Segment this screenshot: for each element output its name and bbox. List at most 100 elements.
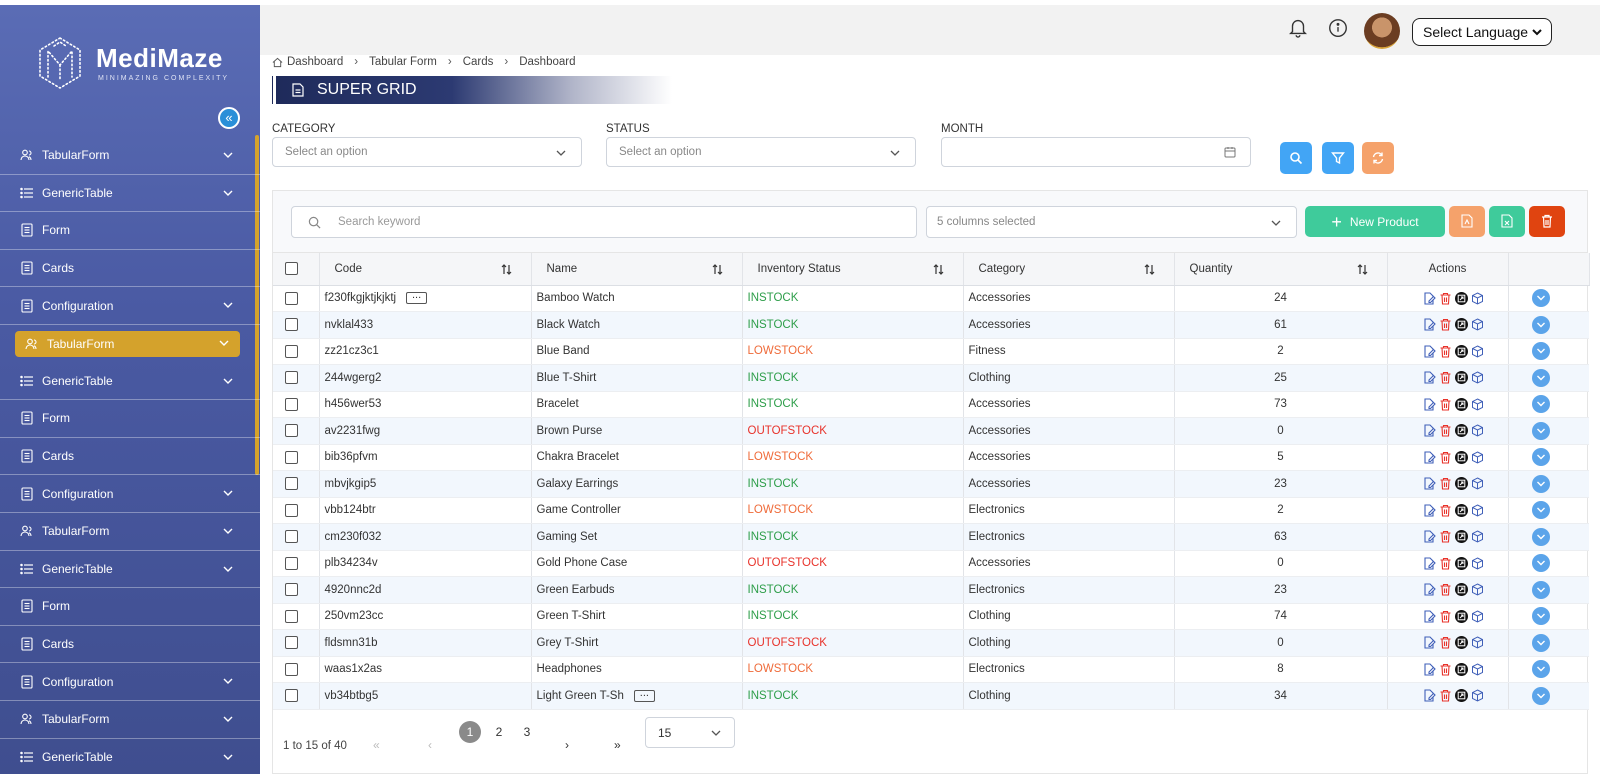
cube-icon[interactable] [1471, 689, 1484, 702]
sidebar-item-form[interactable]: Form [0, 400, 260, 438]
row-checkbox[interactable] [285, 689, 298, 703]
edit-icon[interactable] [1423, 477, 1436, 490]
trash-icon[interactable] [1439, 451, 1452, 464]
view-icon[interactable] [1454, 450, 1468, 464]
view-icon[interactable] [1454, 503, 1468, 517]
table-row[interactable]: mbvjkgip5 Galaxy Earrings INSTOCK Accessori… [273, 470, 1589, 498]
expand-row-button[interactable] [1531, 580, 1550, 599]
cube-icon[interactable] [1471, 504, 1484, 517]
column-header-inventory-status[interactable]: Inventory Status [742, 253, 964, 286]
sidebar-item-form[interactable]: Form [0, 212, 260, 250]
expand-row-button[interactable] [1531, 342, 1550, 361]
chevron-down-icon[interactable] [222, 487, 234, 499]
search-input[interactable]: Search keyword [291, 206, 917, 238]
trash-icon[interactable] [1439, 424, 1452, 437]
sidebar-item-generictable[interactable]: GenericTable [0, 363, 260, 401]
cube-icon[interactable] [1471, 371, 1484, 384]
view-icon[interactable] [1454, 662, 1468, 676]
view-icon[interactable] [1454, 477, 1468, 491]
table-row[interactable]: vbb124btr Game Controller LOWSTOCK Electron… [273, 497, 1589, 524]
sidebar-item-configuration[interactable]: Configuration [0, 663, 260, 701]
info-icon[interactable] [1327, 17, 1349, 39]
edit-icon[interactable] [1423, 504, 1436, 517]
language-select[interactable]: Select Language [1412, 18, 1552, 46]
expand-row-button[interactable] [1531, 474, 1550, 493]
table-row[interactable]: cm230f032 Gaming Set INSTOCK Electronics 63 [273, 523, 1589, 551]
row-checkbox[interactable] [285, 636, 298, 650]
expand-row-button[interactable] [1531, 527, 1550, 546]
view-icon[interactable] [1454, 371, 1468, 385]
view-icon[interactable] [1454, 344, 1468, 358]
sidebar-item-tabularform[interactable]: TabularForm [0, 325, 260, 363]
trash-icon[interactable] [1439, 371, 1452, 384]
sidebar-item-cards[interactable]: Cards [0, 438, 260, 476]
view-icon[interactable] [1454, 424, 1468, 438]
trash-icon[interactable] [1439, 663, 1452, 676]
chevron-down-icon[interactable] [222, 375, 234, 387]
edit-icon[interactable] [1423, 451, 1436, 464]
row-checkbox[interactable] [285, 503, 298, 517]
row-checkbox[interactable] [285, 450, 298, 464]
sidebar-item-generictable[interactable]: GenericTable [0, 175, 260, 213]
search-button[interactable] [1280, 142, 1312, 174]
sidebar-item-form[interactable]: Form [0, 588, 260, 626]
table-row[interactable]: nvklal433 Black Watch INSTOCK Accessories 61 [273, 311, 1589, 339]
edit-icon[interactable] [1423, 318, 1436, 331]
edit-icon[interactable] [1423, 583, 1436, 596]
chevron-down-icon[interactable] [222, 675, 234, 687]
status-select[interactable]: Select an option [606, 137, 916, 167]
sort-icon[interactable] [1356, 263, 1369, 276]
table-row[interactable]: 244wgerg2 Blue T-Shirt INSTOCK Clothing 25 [273, 364, 1589, 392]
collapse-sidebar-button[interactable]: « [218, 107, 240, 129]
category-select[interactable]: Select an option [272, 137, 582, 167]
sort-icon[interactable] [1143, 263, 1156, 276]
trash-icon[interactable] [1439, 557, 1452, 570]
table-row[interactable]: vb34btbg5 Light Green T-Sh... INSTOCK Cloth… [273, 682, 1589, 710]
month-picker[interactable] [941, 137, 1251, 167]
chevron-down-icon[interactable] [222, 187, 234, 199]
edit-icon[interactable] [1423, 663, 1436, 676]
column-header-code[interactable]: Code [319, 253, 532, 286]
sort-icon[interactable] [932, 263, 945, 276]
table-row[interactable]: 4920nnc2d Green Earbuds INSTOCK Electronics… [273, 576, 1589, 604]
cube-icon[interactable] [1471, 424, 1484, 437]
cube-icon[interactable] [1471, 663, 1484, 676]
export-excel-button[interactable] [1489, 206, 1525, 237]
expand-row-button[interactable] [1531, 633, 1550, 652]
page-button-1[interactable]: 1 [459, 721, 481, 743]
chevron-down-icon[interactable] [222, 713, 234, 725]
delete-selected-button[interactable] [1529, 206, 1565, 237]
trash-icon[interactable] [1439, 689, 1452, 702]
cube-icon[interactable] [1471, 345, 1484, 358]
row-checkbox[interactable] [285, 424, 298, 438]
trash-icon[interactable] [1439, 583, 1452, 596]
filter-button[interactable] [1322, 142, 1354, 174]
more-icon[interactable]: ... [633, 687, 655, 702]
row-checkbox[interactable] [285, 477, 298, 491]
prev-page-icon[interactable]: ‹ [428, 738, 432, 752]
table-row[interactable]: bib36pfvm Chakra Bracelet LOWSTOCK Accessor… [273, 444, 1589, 471]
breadcrumb-item[interactable]: Dashboard [519, 56, 576, 68]
first-page-icon[interactable]: « [373, 738, 380, 752]
expand-row-button[interactable] [1531, 660, 1550, 679]
sidebar-item-cards[interactable]: Cards [0, 626, 260, 664]
expand-row-button[interactable] [1531, 421, 1550, 440]
rows-per-page-select[interactable]: 15 [645, 717, 735, 748]
expand-row-button[interactable] [1531, 368, 1550, 387]
row-checkbox[interactable] [285, 662, 298, 676]
expand-row-button[interactable] [1531, 448, 1550, 467]
table-row[interactable]: waas1x2as Headphones LOWSTOCK Electronics 8 [273, 656, 1589, 683]
breadcrumb-item[interactable]: Dashboard [287, 56, 344, 68]
edit-icon[interactable] [1423, 530, 1436, 543]
export-pdf-button[interactable] [1449, 206, 1485, 237]
cube-icon[interactable] [1471, 583, 1484, 596]
row-checkbox[interactable] [285, 291, 298, 305]
sort-icon[interactable] [711, 263, 724, 276]
chevron-down-icon[interactable] [222, 525, 234, 537]
sidebar-item-tabularform[interactable]: TabularForm [0, 513, 260, 551]
trash-icon[interactable] [1439, 292, 1452, 305]
column-header-category[interactable]: Category [963, 253, 1175, 286]
expand-row-button[interactable] [1531, 554, 1550, 573]
trash-icon[interactable] [1439, 636, 1452, 649]
table-row[interactable]: av2231fwg Brown Purse OUTOFSTOCK Accessorie… [273, 417, 1589, 445]
